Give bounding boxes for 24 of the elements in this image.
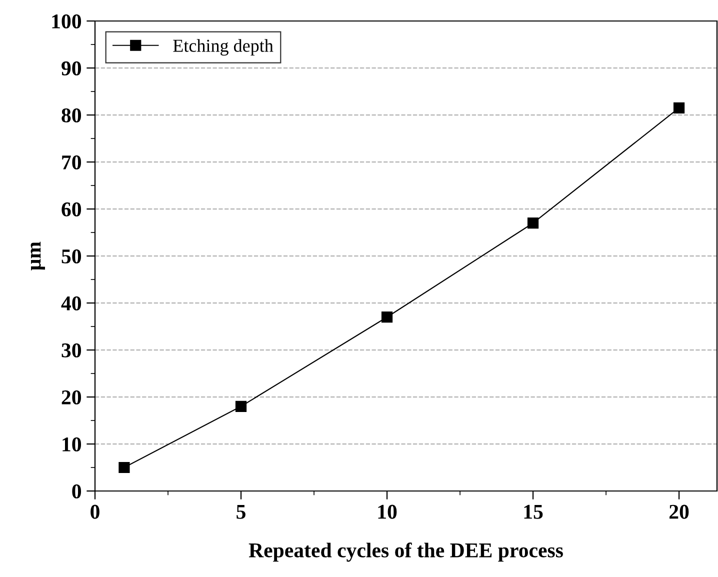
x-tick-label: 20 — [669, 504, 689, 519]
x-tick-label: 10 — [378, 504, 397, 519]
point — [673, 102, 685, 114]
y-tick-label: 0 — [72, 484, 82, 498]
y-tick-label: 20 — [62, 390, 82, 404]
y-axis-title: μm — [30, 242, 45, 270]
legend-label: Etching depth — [173, 39, 274, 56]
y-tick-label: 40 — [61, 296, 82, 310]
point — [381, 312, 393, 323]
point — [118, 462, 130, 474]
point — [235, 400, 247, 412]
y-tick-label: 100 — [52, 14, 82, 28]
point — [527, 218, 539, 229]
y-tick-label: 80 — [62, 108, 82, 122]
x-axis-title: Repeated cycles of the DEE process — [248, 542, 563, 562]
y-tick-label: 60 — [62, 202, 82, 216]
x-tick-label: 0 — [90, 504, 100, 519]
x-tick-label: 5 — [236, 505, 246, 519]
y-tick-label: 30 — [62, 343, 82, 358]
y-tick-label: 90 — [62, 61, 82, 76]
y-tick-label: 50 — [62, 249, 82, 264]
y-tick-label: 70 — [62, 155, 82, 170]
y-tick-label: 10 — [62, 437, 82, 452]
x-tick-label: 15 — [524, 504, 543, 519]
